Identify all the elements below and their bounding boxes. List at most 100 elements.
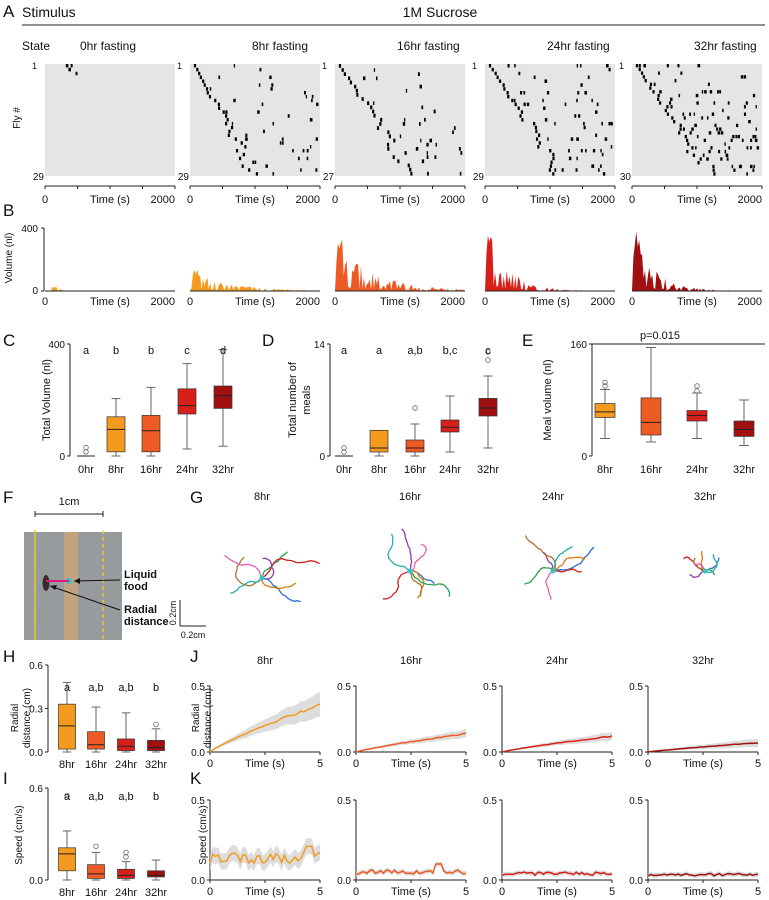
raster-event <box>354 84 357 89</box>
panelD-group-1: 8hr <box>371 464 387 476</box>
raster-event <box>75 71 78 76</box>
panelH-group-0: 8hr <box>59 759 75 771</box>
raster-event <box>209 87 212 91</box>
raster-event <box>649 82 653 87</box>
radial-box-axis-label-2: distance (cm) <box>22 688 33 748</box>
raster-event <box>692 153 696 157</box>
panelH-group-3: 32hr <box>145 759 167 771</box>
raster-event <box>728 146 731 150</box>
panelC-letter-3: c <box>184 345 190 357</box>
raster-event <box>270 87 273 91</box>
raster-event <box>595 133 598 137</box>
raster-event <box>488 64 492 68</box>
raster-event <box>550 160 553 165</box>
raster-event <box>349 80 353 85</box>
box-panelC-1 <box>106 398 126 457</box>
raster-event <box>309 145 312 149</box>
outlier <box>83 444 89 451</box>
box-panelE-0 <box>594 379 616 439</box>
outlier <box>153 721 159 728</box>
raster-event <box>727 101 730 105</box>
panel-label-c: C <box>3 331 15 350</box>
raster-event <box>730 138 733 143</box>
box-iqr <box>106 416 126 453</box>
raster-x-label-0: Time (s) <box>90 194 130 206</box>
volume-x-start-4: 0 <box>629 296 635 308</box>
raster-event <box>287 114 290 118</box>
trajectory-1-6 <box>409 543 427 572</box>
raster-event <box>402 122 406 126</box>
panelE-ymax: 160 <box>570 340 587 351</box>
panelI-group-1: 16hr <box>85 887 107 899</box>
raster-event <box>435 142 437 147</box>
raster-event <box>713 172 716 176</box>
raster-event <box>600 148 602 153</box>
trajectory-3-7 <box>704 554 718 574</box>
raster-x-end-1: 2000 <box>296 194 320 206</box>
box-iqr <box>147 740 165 751</box>
raster-event <box>679 127 682 131</box>
raster-event <box>543 106 546 110</box>
raster-event <box>740 75 744 79</box>
food-marker <box>550 568 556 574</box>
radial-time-axis-label-1: Radial <box>191 704 202 732</box>
box-iqr <box>594 403 616 418</box>
raster-event <box>459 171 462 176</box>
panelK-ymin-0: 0.0 <box>191 876 205 887</box>
timecourse-title-0: 8hr <box>257 655 273 667</box>
panelK-ymax-1: 0.5 <box>337 796 351 807</box>
raster-event <box>549 164 553 168</box>
raster-event <box>434 155 437 159</box>
box-panelI-0 <box>58 792 76 881</box>
outlier <box>412 405 418 411</box>
raster-fly-count-1: 29 <box>178 172 190 183</box>
panelH-ymax: 0.6 <box>29 661 43 672</box>
panelD-letter-2: a,b <box>407 345 422 357</box>
raster-plot-0 <box>45 64 175 176</box>
raster-event <box>433 109 436 114</box>
raster-event <box>641 71 644 75</box>
outlier <box>694 388 700 394</box>
box-panelE-3 <box>733 399 755 446</box>
raster-title-4: 32hr fasting <box>694 39 757 53</box>
raster-event <box>701 116 704 120</box>
panelH-letter-3: b <box>153 682 159 694</box>
raster-event <box>696 101 699 105</box>
raster-event <box>248 168 251 172</box>
panelK-mean-line-0 <box>209 845 321 865</box>
stimulus-label: Stimulus <box>22 4 76 20</box>
raster-event <box>417 72 420 77</box>
panelJ-mean-line-3 <box>647 742 759 753</box>
raster-event <box>608 121 611 126</box>
panelK-ymax-0: 0.5 <box>191 796 205 807</box>
raster-event <box>518 71 521 76</box>
raster-event <box>316 102 319 107</box>
raster-event <box>231 121 234 126</box>
panelI-letter-3: b <box>153 791 159 803</box>
panelD-group-3: 24hr <box>439 464 461 476</box>
panelK-x-end-1: 5 <box>463 886 469 898</box>
trajectory-2-0 <box>552 546 595 572</box>
raster-event <box>426 171 429 176</box>
raster-event <box>272 172 275 176</box>
trajectory-0-4 <box>261 557 275 580</box>
panelK-x-start-0: 0 <box>207 886 213 898</box>
raster-event <box>257 110 260 114</box>
raster-event <box>407 163 410 168</box>
raster-event <box>252 160 255 165</box>
raster-event <box>460 151 463 155</box>
panelD-letter-4: c <box>485 345 491 357</box>
pvalue-label: p=0.015 <box>640 330 680 342</box>
timecourse-title-2: 24hr <box>546 655 568 667</box>
box-panelD-0 <box>335 445 353 457</box>
meals-axis-label-1: Total number of <box>287 361 299 438</box>
raster-event <box>399 134 402 139</box>
state-label: State <box>22 39 50 53</box>
raster-event <box>719 90 722 94</box>
panelJ-x-start-1: 0 <box>353 758 359 770</box>
raster-event <box>580 64 582 68</box>
raster-event <box>594 110 598 114</box>
raster-event <box>592 164 595 168</box>
volume-axis-label: Volume (nl) <box>4 233 15 284</box>
raster-event <box>376 126 380 130</box>
